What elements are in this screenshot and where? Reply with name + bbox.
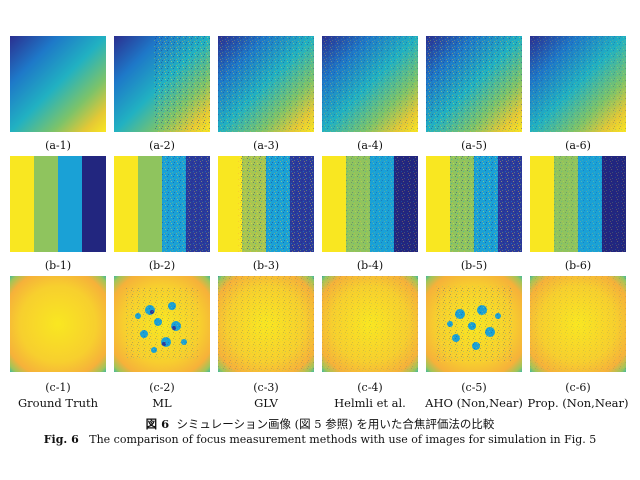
panel-c-4 [322,276,418,372]
label-a-2: (a-2) [149,139,175,152]
panel-c-3 [218,276,314,372]
panel-b-4 [322,156,418,252]
label-a-5: (a-5) [461,139,487,152]
label-b-1: (b-1) [44,259,72,272]
label-b-4: (b-4) [356,259,384,272]
caption-jp-text: シミュレーション画像 (図 5 参照) を用いた合焦評価法の比較 [176,417,495,431]
label-c-2: (c-2) [149,381,175,394]
method-label-helmli: Helmli et al. [334,396,406,410]
panel-a-2 [114,36,210,132]
panel-c-1 [10,276,106,372]
panel-b-5 [426,156,522,252]
caption-english: Fig. 6 The comparison of focus measureme… [0,433,640,446]
label-b-2: (b-2) [148,259,176,272]
label-c-5: (c-5) [461,381,487,394]
panel-b-6 [530,156,626,252]
panel-a-6 [530,36,626,132]
label-b-5: (b-5) [460,259,488,272]
figure-grid: (a-1) (a-2) (a-3) (a-4) (a-5) (a-6) [10,36,629,410]
panel-c-5 [426,276,522,372]
panel-a-4 [322,36,418,132]
label-b-3: (b-3) [252,259,280,272]
label-b-6: (b-6) [564,259,592,272]
panel-b-3 [218,156,314,252]
panel-c-2 [114,276,210,372]
label-a-6: (a-6) [565,139,591,152]
panel-a-3 [218,36,314,132]
label-c-3: (c-3) [253,381,279,394]
label-c-6: (c-6) [565,381,591,394]
panel-b-1 [10,156,106,252]
caption-jp-number: 図 6 [145,417,170,431]
label-a-3: (a-3) [253,139,279,152]
label-c-4: (c-4) [357,381,383,394]
panel-a-5 [426,36,522,132]
panel-a-1 [10,36,106,132]
caption-en-number: Fig. 6 [43,433,79,446]
label-a-1: (a-1) [45,139,71,152]
method-label-prop: Prop. (Non,Near) [527,396,629,410]
method-label-ml: ML [152,396,172,410]
method-label-aho: AHO (Non,Near) [425,396,523,410]
label-a-4: (a-4) [357,139,383,152]
panel-b-2 [114,156,210,252]
label-c-1: (c-1) [45,381,71,394]
panel-c-6 [530,276,626,372]
method-label-glv: GLV [254,396,278,410]
method-label-ground-truth: Ground Truth [17,396,99,410]
caption-en-text: The comparison of focus measurement meth… [89,433,597,446]
caption-japanese: 図 6 シミュレーション画像 (図 5 参照) を用いた合焦評価法の比較 [0,416,640,432]
